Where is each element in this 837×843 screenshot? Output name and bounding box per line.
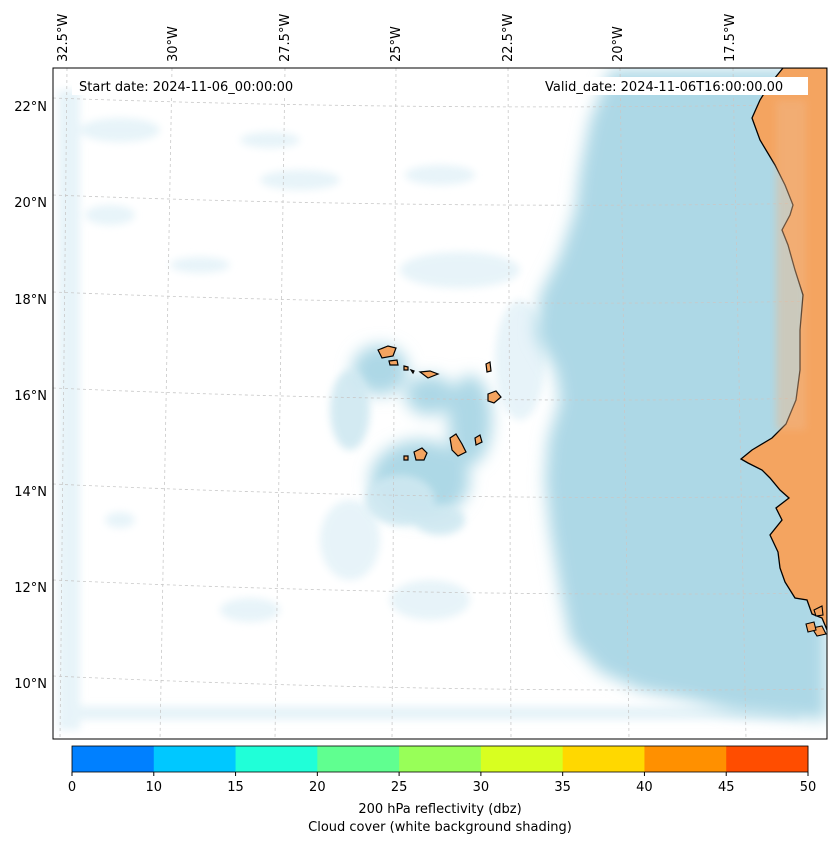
colorbar-segment xyxy=(562,746,645,772)
lon-label: 17.5°W xyxy=(723,14,738,62)
cloud-wisps xyxy=(58,90,800,730)
lon-label: 30°W xyxy=(166,26,181,62)
colorbar-tick-label: 25 xyxy=(391,780,408,795)
colorbar: 0 10 15 20 25 30 35 40 45 50 xyxy=(68,745,817,795)
lat-label: 18°N xyxy=(14,293,47,308)
colorbar-segment xyxy=(644,746,727,772)
latitude-labels: 22°N 20°N 18°N 16°N 14°N 12°N 10°N xyxy=(14,100,47,692)
colorbar-tick-label: 40 xyxy=(636,780,653,795)
lat-label: 20°N xyxy=(14,196,47,211)
lon-label: 32.5°W xyxy=(56,14,71,62)
colorbar-tick-label: 20 xyxy=(309,780,326,795)
valid-date-label: Valid_date: 2024-11-06T16:00:00.00 xyxy=(545,80,783,95)
lon-label: 27.5°W xyxy=(278,14,293,62)
colorbar-tick-label: 35 xyxy=(554,780,571,795)
colorbar-tick-label: 15 xyxy=(227,780,244,795)
cape-verde-islands xyxy=(377,345,502,461)
colorbar-sublabel: Cloud cover (white background shading) xyxy=(308,820,572,835)
colorbar-tick-label: 45 xyxy=(718,780,735,795)
colorbar-tick-label: 10 xyxy=(146,780,163,795)
colorbar-segment xyxy=(726,746,809,772)
colorbar-segment xyxy=(72,746,155,772)
colorbar-tick-label: 30 xyxy=(473,780,490,795)
lat-label: 10°N xyxy=(14,677,47,692)
start-date-label: Start date: 2024-11-06_00:00:00 xyxy=(79,80,293,95)
lat-label: 14°N xyxy=(14,485,47,500)
colorbar-label: 200 hPa reflectivity (dbz) xyxy=(358,802,521,817)
lat-label: 16°N xyxy=(14,389,47,404)
lat-label: 22°N xyxy=(14,100,47,115)
colorbar-tick-label: 50 xyxy=(800,780,817,795)
colorbar-tick-label: 0 xyxy=(68,780,76,795)
colorbar-segment xyxy=(317,746,400,772)
lon-label: 20°W xyxy=(611,26,626,62)
colorbar-segment xyxy=(399,746,482,772)
longitude-labels: 32.5°W 30°W 27.5°W 25°W 22.5°W 20°W 17.5… xyxy=(56,14,738,62)
colorbar-segment xyxy=(235,746,318,772)
colorbar-segment xyxy=(480,746,564,772)
lon-label: 25°W xyxy=(389,26,404,62)
gridlines xyxy=(53,68,827,739)
lat-label: 12°N xyxy=(14,581,47,596)
lon-label: 22.5°W xyxy=(501,14,516,62)
colorbar-segment xyxy=(153,746,237,772)
